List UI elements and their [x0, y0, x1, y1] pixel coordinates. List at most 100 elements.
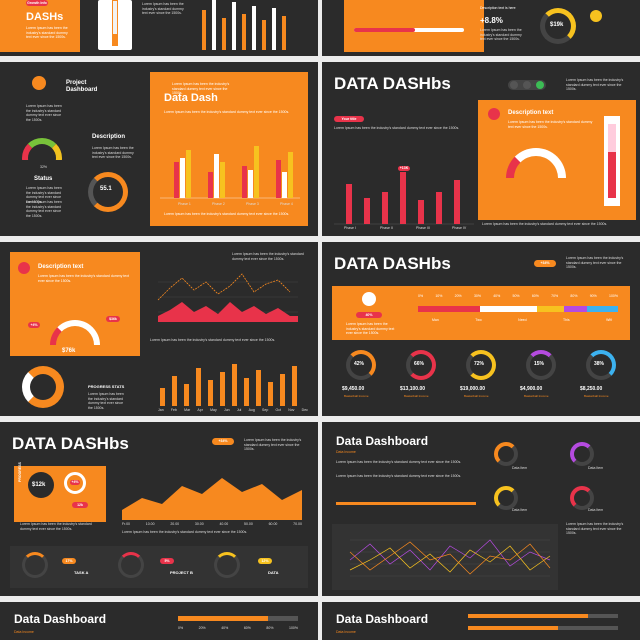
thermo-panel	[98, 0, 132, 50]
task-a-pct: 17%	[62, 558, 76, 564]
donut-1-label: Basketball Income	[344, 394, 369, 398]
chart-panel: Lorem Ipsum has been the industry's stan…	[150, 72, 308, 226]
legend-item: Need	[518, 318, 527, 322]
donut-5-value: $8,250.00	[580, 386, 603, 392]
description-text: Lorem Ipsum has been the industry's stan…	[92, 146, 134, 159]
slide-data-dash-bars[interactable]: DATA DASHbs Lorem Ipsum has been the ind…	[322, 62, 640, 236]
slide-project-dashboard[interactable]: Project Dashboard Lorem Ipsum has been t…	[0, 62, 318, 236]
phase-label-4: Phase IV	[452, 226, 467, 230]
axis-label: 50.00	[244, 522, 253, 526]
donut-3	[466, 350, 496, 380]
donut-3-value: $19,000.00	[460, 386, 486, 392]
axis-label: Fr.00	[122, 522, 130, 526]
slide-tasks[interactable]: DATA DASHbs +34% Lorem Ipsum has been th…	[0, 422, 318, 596]
text-block: Lorem Ipsum has been the industry's stan…	[142, 2, 184, 15]
donut-1-value: $9,450.00	[342, 386, 365, 392]
gauge-4	[570, 486, 594, 510]
slide-title: Data Dashboard	[336, 434, 429, 448]
scale-label: 0%	[418, 294, 424, 298]
gauge-3-label: Data Item	[512, 508, 528, 512]
pct-value: +8.8%	[480, 16, 503, 25]
status-gauge	[22, 138, 62, 160]
area-chart	[122, 478, 302, 520]
bar-chart	[196, 0, 318, 56]
pct-desc: Lorem Ipsum has been the industry's stan…	[346, 322, 395, 335]
orange-panel: PROGRESS $12k +4% 12k	[14, 462, 106, 522]
coin-icon	[32, 76, 46, 90]
project-title: Project Dashboard	[66, 80, 98, 93]
slide-title: DATA DASHbs	[12, 434, 129, 453]
slide-1b[interactable]: Description text is here +8.8% Lorem Ips…	[322, 0, 640, 56]
month-label: Apr	[197, 408, 203, 412]
scale-label: 80%	[266, 626, 274, 630]
scale-label: 100%	[609, 294, 618, 298]
scale-label: 30%	[473, 294, 481, 298]
scale-label: 90%	[589, 294, 597, 298]
donut-4-pct: 15%	[534, 361, 545, 367]
task-b-label: PROJECT B	[170, 570, 193, 575]
month-label: Oct	[275, 408, 281, 412]
task-b-pct: 5%	[160, 558, 174, 564]
progress-label: PROGRESS STATS	[88, 384, 125, 389]
phase-label-3: Phase 3	[246, 202, 259, 206]
desc: Lorem Ipsum has been the industry's stan…	[20, 522, 92, 531]
scale-label: 60%	[531, 294, 539, 298]
donut-4-value: $4,900.00	[520, 386, 543, 392]
orange-panel: Growth Info DASHs Lorem Ipsum has been t…	[0, 0, 80, 52]
phase-bar-chart	[160, 146, 300, 199]
slide-donuts[interactable]: DATA DASHbs +34% Lorem Ipsum has been th…	[322, 242, 640, 416]
scale-label: 70%	[551, 294, 559, 298]
gauge-left: +4%	[28, 322, 40, 328]
chart-caption: Lorem Ipsum has been the industry's stan…	[232, 252, 304, 261]
donut-1-pct: 42%	[354, 361, 365, 367]
pin-icon	[488, 108, 500, 120]
value-main: $12k	[32, 482, 46, 488]
slide-title: DATA DASHbs	[334, 254, 451, 273]
data-pct: 12%	[258, 558, 272, 564]
desc-title: Description text	[38, 264, 84, 270]
slide-data-dashboard-2[interactable]: Data Dashboard Data Income 0% 20% 40% 60…	[0, 602, 318, 640]
project-desc: Lorem Ipsum has been the industry's stan…	[26, 104, 62, 122]
progress-track	[354, 28, 464, 32]
donut-3-pct: 72%	[474, 361, 485, 367]
header-desc: Lorem Ipsum has been the industry's stan…	[244, 438, 302, 451]
body-text: Lorem Ipsum has been the industry's stan…	[122, 530, 248, 534]
orange-panel: Description text Lorem Ipsum has been th…	[10, 252, 140, 356]
ring-value: 55.1	[100, 186, 112, 192]
status-desc-2: Lorem Ipsum has been the industry's stan…	[26, 200, 62, 218]
month-label: May	[210, 408, 217, 412]
intro-text: Lorem Ipsum has been the industry's stan…	[334, 126, 460, 130]
task-a-ring	[22, 552, 48, 578]
chart-title: Data Dash	[164, 92, 218, 104]
desc-title: Description text is here	[480, 6, 516, 10]
progress-desc: Lorem Ipsum has been the industry's stan…	[88, 392, 124, 410]
desc-text: Lorem Ipsum has been the industry's stan…	[508, 120, 593, 129]
data-ring	[214, 552, 240, 578]
gauge-right: $36k	[106, 316, 120, 322]
title-pill: Your title	[334, 116, 364, 122]
donut-2	[406, 350, 436, 380]
orange-panel: 40% Lorem Ipsum has been the industry's …	[332, 286, 630, 340]
gauge-2-label: Data Item	[588, 466, 604, 470]
axis-label: 10.00	[145, 522, 155, 526]
slide-1[interactable]: Growth Info DASHs Lorem Ipsum has been t…	[0, 0, 318, 56]
slide-data-dashboard[interactable]: Data Dashboard Data Income Lorem Ipsum h…	[322, 422, 640, 596]
scale-label: 20%	[198, 626, 206, 630]
slide-data-dashboard-3[interactable]: Data Dashboard Data Income	[322, 602, 640, 640]
slide-desc: Lorem Ipsum has been the industry's stan…	[26, 26, 68, 39]
scale-label: 40%	[221, 626, 229, 630]
phase-label-2: Phase II	[380, 226, 393, 230]
gauge-1-label: Data Item	[512, 466, 528, 470]
gauge-panel: Description text Lorem Ipsum has been th…	[478, 100, 636, 220]
scale-label: 40%	[493, 294, 501, 298]
value-badge: 12k	[72, 502, 88, 508]
scale-label: 80%	[570, 294, 578, 298]
scale-label: 0%	[178, 626, 184, 630]
slide-title: DATA DASHbs	[334, 74, 451, 93]
pct-pill: 40%	[356, 312, 382, 318]
slide-line-chart[interactable]: Description text Lorem Ipsum has been th…	[0, 242, 318, 416]
line-chart	[157, 273, 298, 322]
progress-fill	[468, 614, 588, 618]
scale-label: 50%	[512, 294, 520, 298]
task-a-label: TASK A	[74, 570, 89, 575]
